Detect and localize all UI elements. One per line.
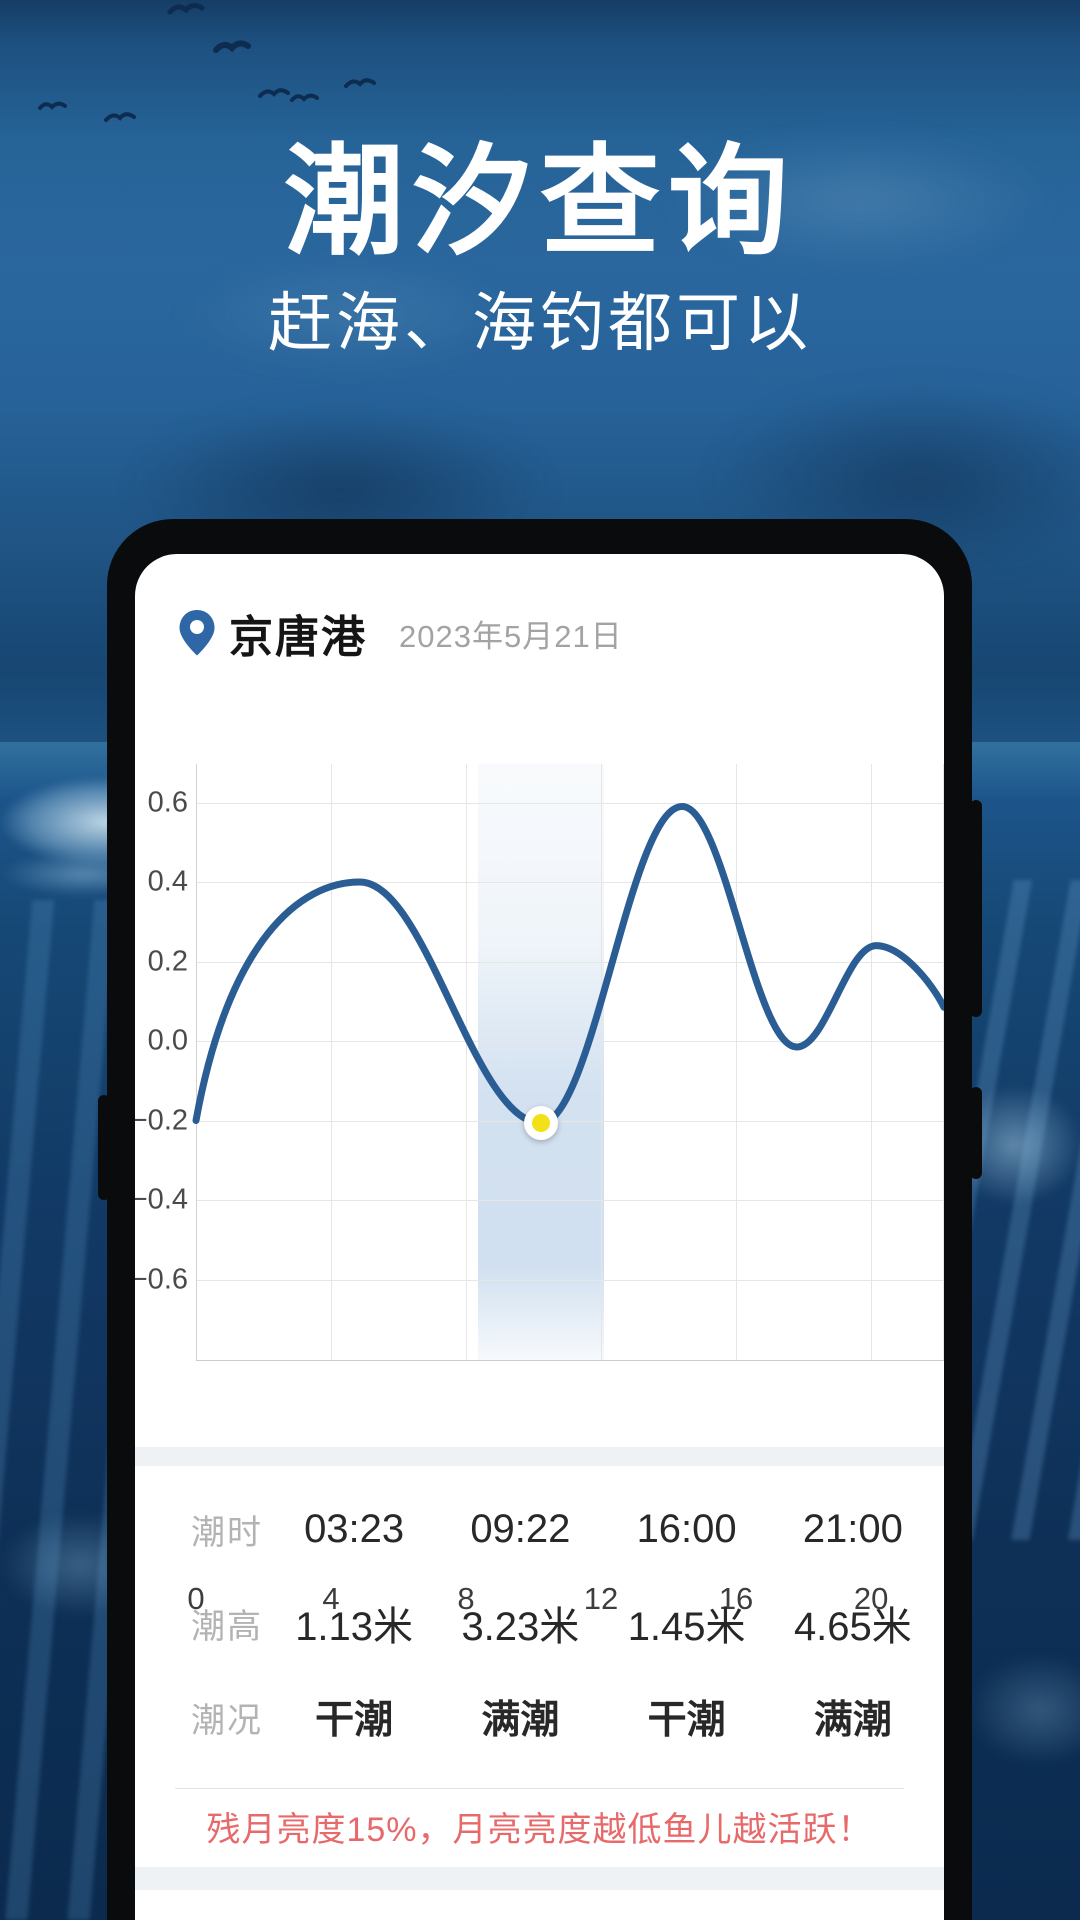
gridline-horizontal — [196, 882, 944, 884]
tide-table-row-height: 潮高 1.13米 3.23米 1.45米 4.65米 — [135, 1576, 944, 1670]
current-tide-marker[interactable] — [523, 1105, 558, 1140]
tide-value: 干潮 — [315, 1699, 394, 1742]
gridline-horizontal — [196, 1041, 944, 1043]
row-label: 潮况 — [191, 1701, 263, 1740]
phone-volume-button — [970, 800, 982, 1017]
x-axis-tick-label: 8 — [457, 1581, 475, 1616]
gridline-horizontal — [196, 1200, 944, 1202]
y-axis-tick-label: −0.4 — [135, 1183, 188, 1216]
x-axis-tick-label: 0 — [187, 1581, 205, 1616]
section-divider-strip — [135, 1867, 944, 1890]
phone-power-button — [970, 1087, 982, 1179]
gridline-vertical — [331, 764, 333, 1361]
tide-table: 潮时 03:23 09:22 16:00 21:00 潮高 1.13米 3.23米 1.45米 4… — [135, 1482, 944, 1764]
current-tide-marker-dot — [531, 1113, 550, 1132]
gridline-vertical — [943, 764, 944, 1361]
tide-value: 21:00 — [802, 1506, 903, 1551]
gridline-vertical — [871, 764, 873, 1361]
y-axis-tick-label: −0.6 — [135, 1263, 188, 1296]
phone-left-button — [98, 1095, 110, 1200]
hero-subtitle: 赶海、海钓都可以 — [268, 287, 812, 359]
tide-value: 3.23米 — [461, 1605, 580, 1649]
row-label: 潮高 — [191, 1607, 263, 1646]
gridline-horizontal — [196, 1120, 944, 1122]
tide-chart[interactable]: 0.6 0.4 0.2 0.0 −0.2 −0.4 −0.6 0 4 8 12 16 20 — [135, 764, 944, 1616]
y-axis-tick-label: 0.6 — [147, 786, 188, 819]
location-pin-icon — [179, 610, 215, 656]
tide-value: 1.13米 — [295, 1605, 414, 1649]
birds-icon — [38, 2, 376, 122]
tide-value: 1.45米 — [627, 1605, 746, 1649]
gridline-vertical — [736, 764, 738, 1361]
tide-table-row-condition: 潮况 干潮 满潮 干潮 满潮 — [135, 1670, 944, 1764]
tide-table-row-time: 潮时 03:23 09:22 16:00 21:00 — [135, 1482, 944, 1576]
tide-value: 干潮 — [647, 1699, 726, 1742]
tide-value: 满潮 — [481, 1699, 560, 1742]
gridline-vertical — [601, 764, 603, 1361]
y-axis-tick-label: 0.2 — [147, 945, 188, 978]
location-name: 京唐港 — [229, 613, 367, 662]
gridline-horizontal — [196, 1279, 944, 1281]
y-axis-tick-label: 0.4 — [147, 865, 188, 898]
tide-curve — [192, 802, 944, 1127]
hero-title: 潮汐查询 — [284, 135, 796, 269]
tide-value: 03:23 — [304, 1506, 405, 1551]
date-label: 2023年5月21日 — [399, 618, 623, 654]
row-label: 潮时 — [191, 1513, 263, 1552]
phone-mockup: 京唐港 2023年5月21日 0.6 0.4 0.2 0.0 −0.2 −0.4 −0.6 0… — [98, 519, 982, 1920]
y-axis-tick-label: −0.2 — [135, 1104, 188, 1137]
x-axis-tick-label: 20 — [853, 1581, 889, 1616]
tide-value: 16:00 — [636, 1506, 737, 1551]
gridline-vertical — [466, 764, 468, 1361]
tide-value: 满潮 — [813, 1699, 892, 1742]
tide-value: 4.65米 — [793, 1605, 912, 1649]
x-axis-tick-label: 4 — [322, 1581, 340, 1616]
y-axis-line — [196, 764, 197, 1361]
location-row[interactable]: 京唐港 2023年5月21日 — [135, 604, 944, 662]
moon-note: 残月亮度15%，月亮亮度越低鱼儿越活跃！ — [206, 1811, 873, 1849]
gridline-horizontal — [196, 802, 944, 804]
divider-line — [175, 1788, 904, 1789]
x-axis-tick-label: 12 — [583, 1581, 619, 1616]
gridline-horizontal — [196, 961, 944, 963]
x-axis-line — [196, 1360, 944, 1361]
y-axis-tick-label: 0.0 — [147, 1024, 188, 1057]
x-axis-tick-label: 16 — [718, 1581, 754, 1616]
tide-value: 09:22 — [470, 1506, 571, 1551]
phone-screen: 京唐港 2023年5月21日 0.6 0.4 0.2 0.0 −0.2 −0.4 −0.6 0… — [135, 554, 944, 1920]
section-divider-strip — [135, 1447, 944, 1466]
